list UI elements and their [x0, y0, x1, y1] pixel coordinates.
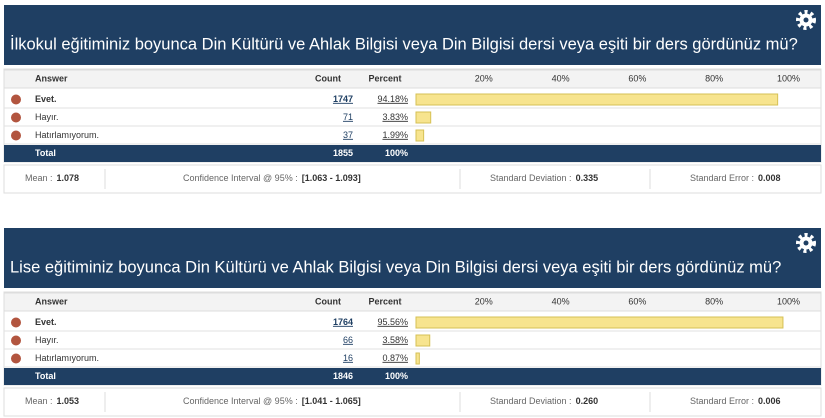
gear-hole: [803, 240, 809, 246]
stat-value: 0.008: [758, 173, 781, 183]
total-label: Total: [35, 371, 56, 381]
total-percent: 100%: [385, 148, 408, 158]
answer-count[interactable]: 1764: [333, 317, 353, 327]
answer-count[interactable]: 1747: [333, 94, 353, 104]
answer-percent: 0.87%: [382, 353, 408, 363]
answer-count[interactable]: 66: [343, 335, 353, 345]
answer-icon: [11, 94, 21, 105]
stat-value: 0.006: [758, 396, 781, 406]
stat-label: Standard Deviation :: [490, 173, 572, 183]
column-header: Answer: [35, 73, 68, 83]
percent-bar: [415, 334, 431, 347]
stat: Standard Error : 0.006: [690, 396, 781, 406]
percent-bar: [415, 111, 432, 124]
total-label: Total: [35, 148, 56, 158]
answer-label: Evet.: [35, 317, 57, 327]
stat-value: [1.063 - 1.093]: [302, 173, 361, 183]
tick-label: 80%: [705, 296, 723, 306]
tick-label: 80%: [705, 73, 723, 83]
question-title: Lise eğitiminiz boyunca Din Kültürü ve A…: [10, 258, 781, 276]
stat-value: 1.053: [57, 396, 80, 406]
answer-label: Hayır.: [35, 335, 59, 345]
percent-bar: [415, 129, 425, 142]
stat-label: Mean :: [25, 173, 53, 183]
stat-value: 0.335: [576, 173, 599, 183]
stat: Confidence Interval @ 95% : [1.063 - 1.09…: [183, 173, 361, 183]
stat: Mean : 1.053: [25, 396, 79, 406]
total-count: 1855: [333, 148, 353, 158]
stat-label: Standard Error :: [690, 396, 754, 406]
settings-icon[interactable]: [796, 233, 816, 253]
answer-count[interactable]: 71: [343, 112, 353, 122]
tick-label: 100%: [777, 73, 800, 83]
stat-label: Standard Error :: [690, 173, 754, 183]
tick-label: 100%: [777, 296, 800, 306]
stat: Standard Error : 0.008: [690, 173, 781, 183]
answer-icon: [11, 353, 21, 364]
tick-label: 20%: [475, 73, 493, 83]
column-header: Percent: [368, 73, 401, 83]
answer-percent: 95.56%: [377, 317, 408, 327]
column-header: Count: [315, 73, 341, 83]
tick-label: 60%: [628, 296, 646, 306]
tick-label: 40%: [552, 296, 570, 306]
stat: Mean : 1.078: [25, 173, 79, 183]
percent-bar: [415, 352, 420, 365]
gear-teeth: [796, 233, 816, 253]
stat-value: 1.078: [57, 173, 80, 183]
answer-percent: 3.83%: [382, 112, 408, 122]
answer-icon: [11, 130, 21, 141]
stat-value: [1.041 - 1.065]: [302, 396, 361, 406]
gear-hole: [803, 17, 809, 23]
column-header: Count: [315, 296, 341, 306]
answer-count[interactable]: 37: [343, 130, 353, 140]
stat-label: Mean :: [25, 396, 53, 406]
answer-percent: 3.58%: [382, 335, 408, 345]
stat-label: Confidence Interval @ 95% :: [183, 396, 298, 406]
answer-count[interactable]: 16: [343, 353, 353, 363]
total-row: [4, 145, 821, 162]
answer-percent: 1.99%: [382, 130, 408, 140]
column-header: Answer: [35, 296, 68, 306]
question-title: İlkokul eğitiminiz boyunca Din Kültürü v…: [10, 34, 798, 53]
stat: Standard Deviation : 0.260: [490, 396, 598, 406]
tick-label: 60%: [628, 73, 646, 83]
total-percent: 100%: [385, 371, 408, 381]
stats-box: [3, 387, 822, 417]
answer-label: Hatırlamıyorum.: [35, 130, 99, 140]
stats-box: [3, 164, 822, 194]
stat-value: 0.260: [576, 396, 599, 406]
gear-teeth: [796, 10, 816, 30]
header-bar: [4, 5, 821, 65]
percent-bar: [415, 316, 784, 329]
answer-icon: [11, 317, 21, 328]
answer-percent: 94.18%: [377, 94, 408, 104]
header-bar: [4, 228, 821, 288]
answer-icon: [11, 335, 21, 346]
stat-label: Standard Deviation :: [490, 396, 572, 406]
column-header: Percent: [368, 296, 401, 306]
answer-label: Evet.: [35, 94, 57, 104]
stat-label: Confidence Interval @ 95% :: [183, 173, 298, 183]
settings-icon[interactable]: [796, 10, 816, 30]
tick-label: 20%: [475, 296, 493, 306]
answer-label: Hayır.: [35, 112, 59, 122]
tick-label: 40%: [552, 73, 570, 83]
total-row: [4, 368, 821, 385]
table-header: [3, 69, 822, 89]
answer-label: Hatırlamıyorum.: [35, 353, 99, 363]
table-header: [3, 292, 822, 312]
stat: Confidence Interval @ 95% : [1.041 - 1.06…: [183, 396, 361, 406]
stat: Standard Deviation : 0.335: [490, 173, 598, 183]
percent-bar: [415, 93, 779, 106]
answer-icon: [11, 112, 21, 123]
total-count: 1846: [333, 371, 353, 381]
